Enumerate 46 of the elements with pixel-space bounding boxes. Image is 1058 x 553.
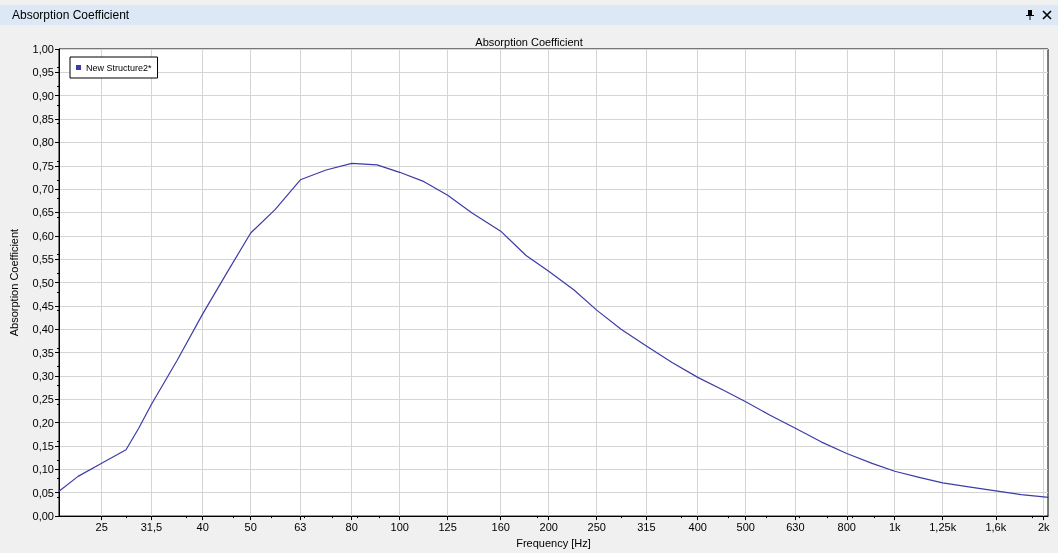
y-tick-label: 0,15 — [32, 440, 54, 453]
x-tick-label: 63 — [294, 520, 307, 533]
chart-subtitle: Absorption Coefficient — [475, 35, 583, 48]
x-tick-label: 800 — [837, 520, 856, 533]
x-axis-title: Frequency [Hz] — [516, 536, 591, 549]
x-tick-label: 315 — [637, 520, 656, 533]
x-tick-label: 630 — [786, 520, 805, 533]
y-tick-label: 0,45 — [32, 299, 54, 312]
x-tick-label: 31,5 — [140, 520, 163, 533]
y-tick-label: 0,80 — [32, 136, 54, 149]
x-tick-label: 80 — [345, 520, 358, 533]
x-tick-label: 250 — [587, 520, 606, 533]
y-tick-label: 0,70 — [32, 183, 54, 196]
x-tick-label: 500 — [736, 520, 755, 533]
chart-title: Absorption Coefficient — [12, 8, 130, 22]
y-tick-label: 0,25 — [32, 393, 54, 406]
legend-label: New Structure2* — [86, 62, 153, 73]
y-tick-label: 0,05 — [32, 486, 54, 499]
x-tick-label: 200 — [539, 520, 558, 533]
y-tick-label: 0,20 — [32, 416, 54, 429]
y-tick-label: 0,65 — [32, 206, 54, 219]
x-tick-label: 25 — [95, 520, 108, 533]
y-axis-title: Absorption Coefficient — [7, 228, 20, 337]
x-tick-label: 1k — [888, 520, 902, 533]
y-tick-label: 0,30 — [32, 369, 54, 382]
x-tick-label: 160 — [491, 520, 510, 533]
y-tick-label: 0,35 — [32, 346, 54, 359]
x-tick-label: 50 — [244, 520, 257, 533]
y-tick-label: 1,00 — [32, 43, 54, 55]
x-tick-label: 100 — [390, 520, 409, 533]
y-tick-label: 0,90 — [32, 89, 54, 102]
y-tick-label: 0,60 — [32, 229, 54, 242]
x-tick-label: 40 — [196, 520, 209, 533]
y-tick-label: 0,10 — [32, 463, 54, 476]
x-tick-label: 125 — [438, 520, 457, 533]
y-tick-label: 0,50 — [32, 276, 54, 289]
y-tick-label: 0,40 — [32, 323, 54, 336]
x-tick-label: 1,6k — [985, 520, 1007, 533]
x-tick-label: 400 — [688, 520, 707, 533]
y-tick-label: 0,55 — [32, 253, 54, 266]
x-tick-label: 1,25k — [929, 520, 957, 533]
y-tick-label: 0,00 — [32, 510, 54, 523]
y-tick-label: 0,85 — [32, 113, 54, 126]
x-tick-label: 2k — [1037, 520, 1051, 533]
y-tick-label: 0,75 — [32, 159, 54, 172]
y-tick-label: 0,95 — [32, 66, 54, 79]
